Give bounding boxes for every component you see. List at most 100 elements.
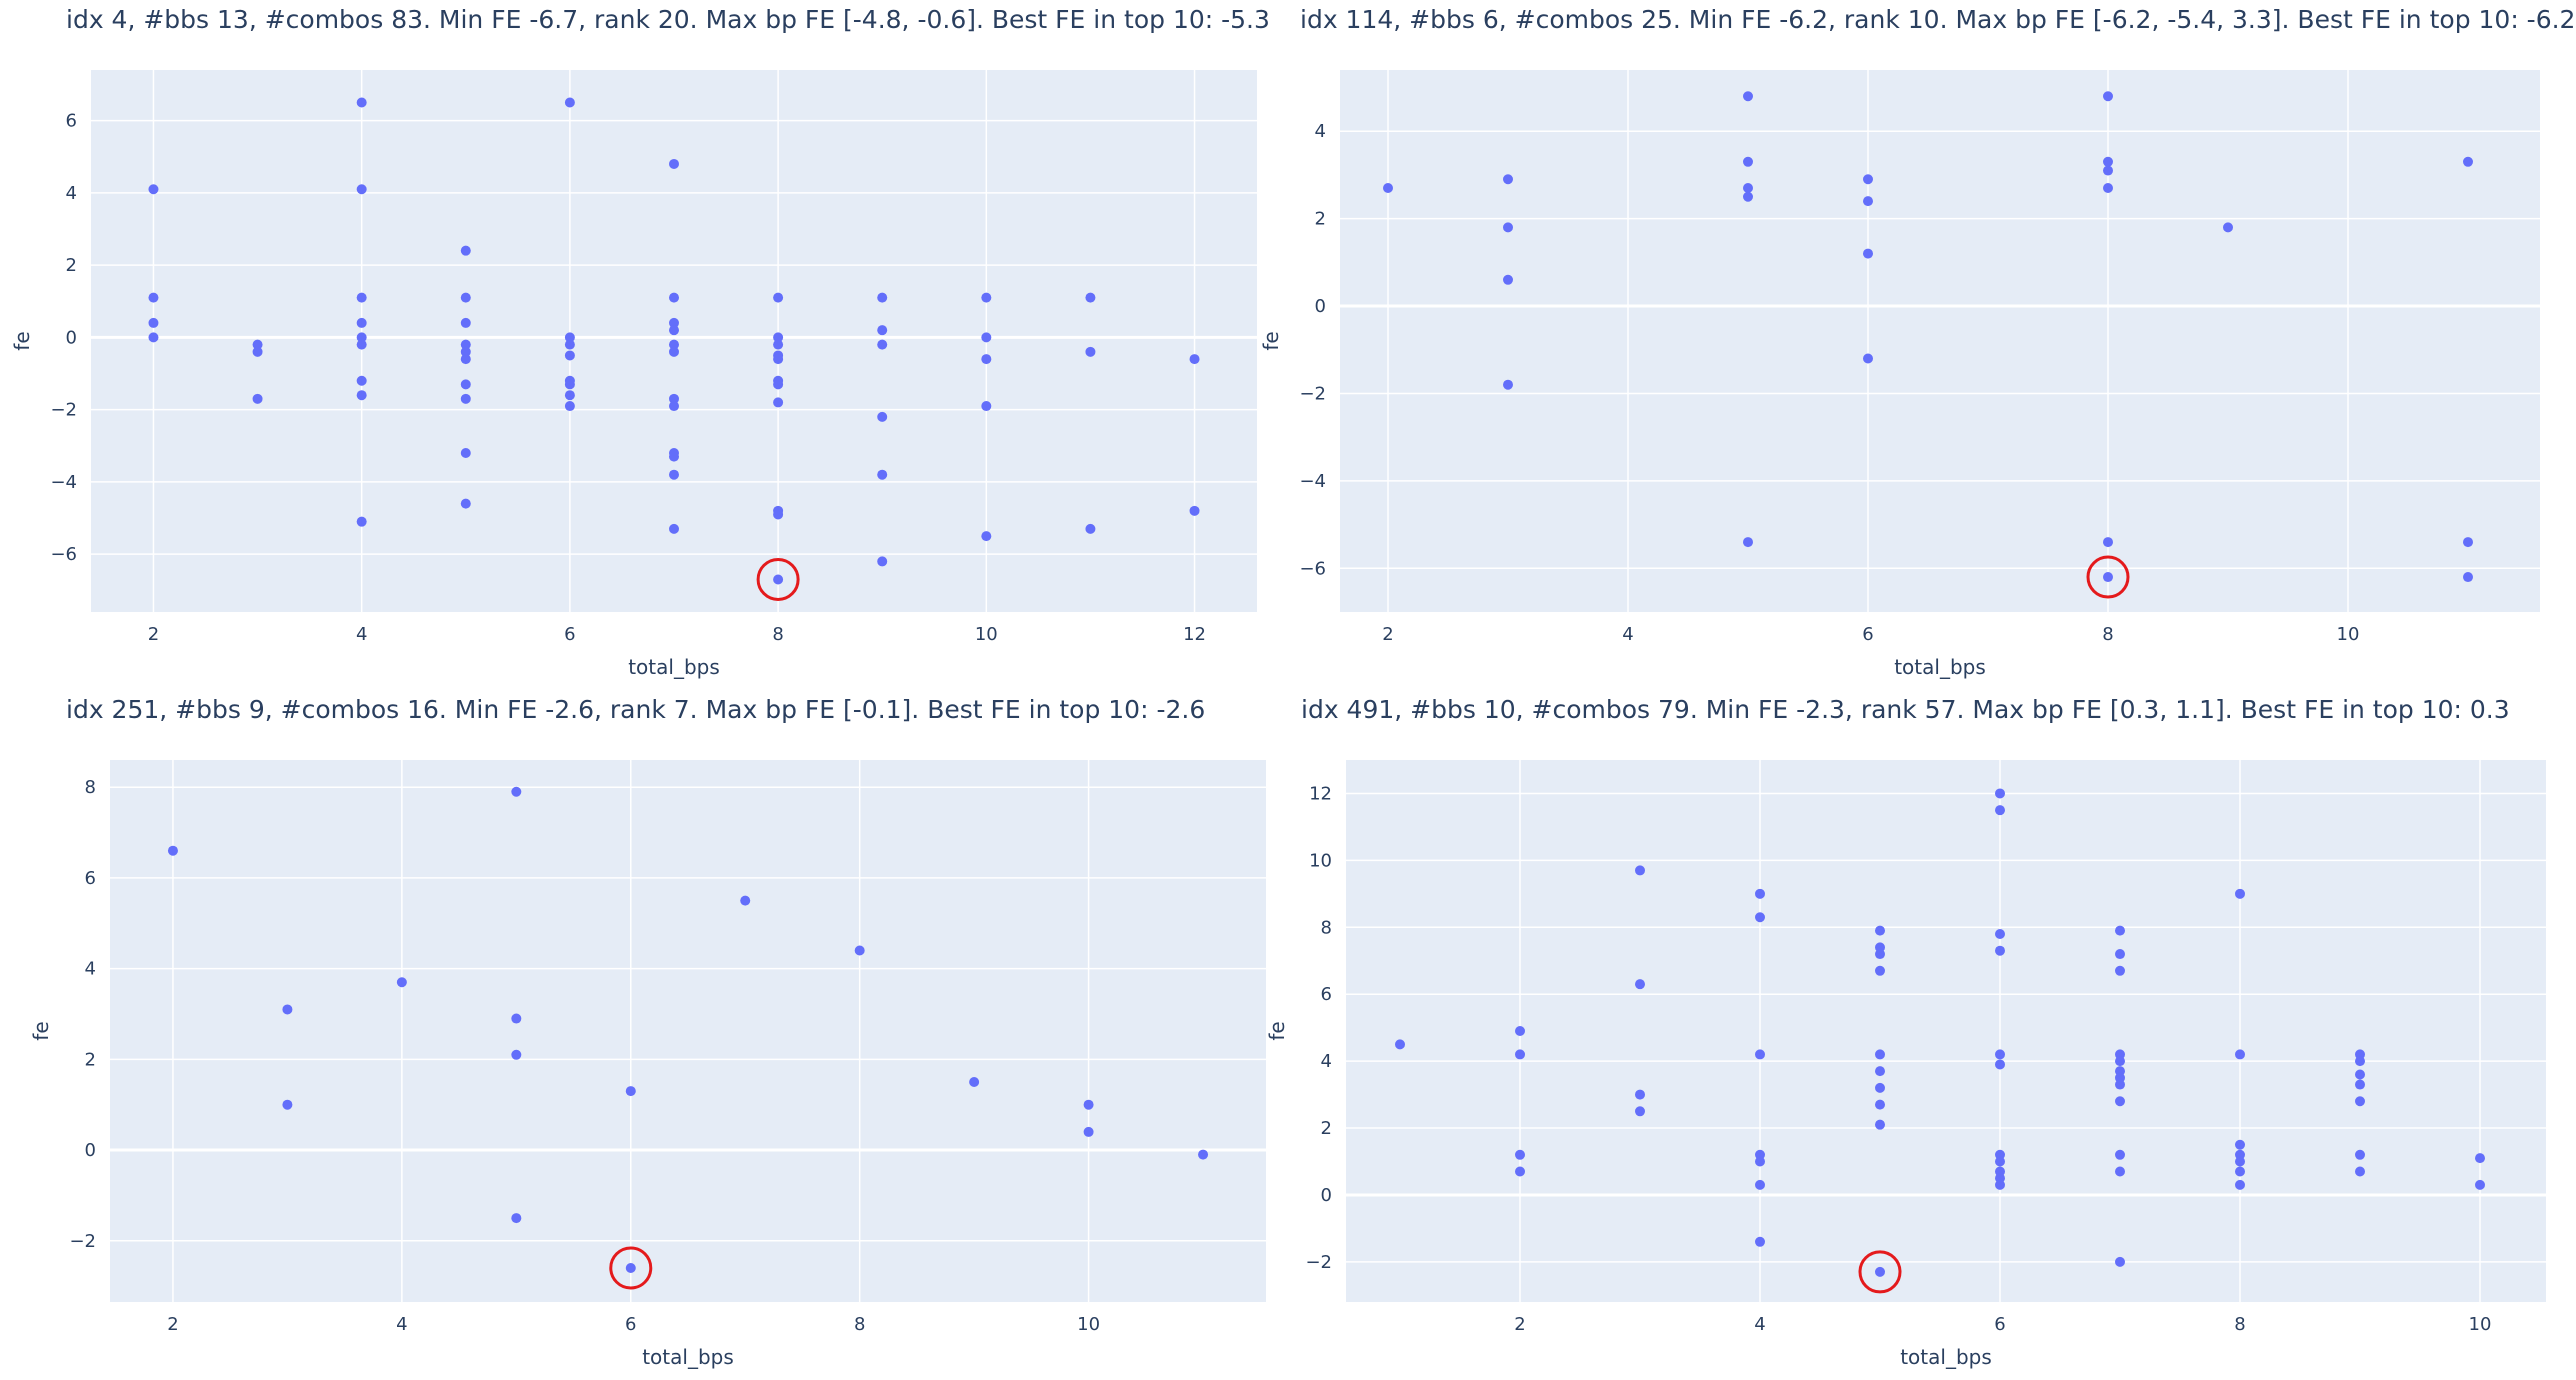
data-point[interactable]: [2115, 925, 2125, 936]
data-point[interactable]: [669, 451, 679, 462]
data-point[interactable]: [1198, 1149, 1209, 1160]
data-point[interactable]: [1515, 1049, 1525, 1060]
data-point[interactable]: [2103, 537, 2113, 548]
data-point[interactable]: [669, 158, 679, 169]
data-point[interactable]: [511, 1013, 522, 1024]
data-point[interactable]: [1995, 1059, 2005, 1070]
data-point[interactable]: [981, 354, 992, 365]
data-point[interactable]: [2223, 222, 2233, 233]
data-point[interactable]: [356, 339, 367, 350]
data-point[interactable]: [669, 317, 679, 328]
data-point[interactable]: [1635, 1089, 1645, 1100]
data-point[interactable]: [460, 379, 471, 390]
data-point[interactable]: [2235, 888, 2245, 899]
data-point[interactable]: [1755, 1156, 1765, 1167]
data-point[interactable]: [396, 977, 407, 988]
data-point[interactable]: [1875, 925, 1885, 936]
data-point[interactable]: [2103, 183, 2113, 194]
data-point[interactable]: [740, 895, 751, 906]
data-point[interactable]: [1743, 156, 1753, 167]
data-point[interactable]: [460, 346, 471, 357]
data-point[interactable]: [2115, 949, 2125, 960]
data-point[interactable]: [773, 574, 784, 585]
data-point[interactable]: [1875, 949, 1885, 960]
data-point[interactable]: [981, 332, 992, 343]
data-point[interactable]: [1875, 1266, 1885, 1277]
data-point[interactable]: [356, 317, 367, 328]
data-point[interactable]: [460, 354, 471, 365]
data-point[interactable]: [773, 509, 784, 520]
data-point[interactable]: [2115, 1256, 2125, 1267]
data-point[interactable]: [460, 245, 471, 256]
data-point[interactable]: [2355, 1056, 2365, 1067]
data-point[interactable]: [1995, 1049, 2005, 1060]
data-point[interactable]: [460, 339, 471, 350]
data-point[interactable]: [2103, 572, 2113, 583]
data-point[interactable]: [669, 523, 679, 534]
data-point[interactable]: [282, 1099, 293, 1110]
data-point[interactable]: [252, 346, 263, 357]
data-point[interactable]: [669, 393, 679, 404]
data-point[interactable]: [511, 1049, 522, 1060]
data-point[interactable]: [1755, 888, 1765, 899]
data-point[interactable]: [1995, 788, 2005, 799]
data-point[interactable]: [669, 346, 679, 357]
data-point[interactable]: [773, 397, 784, 408]
data-point[interactable]: [2103, 156, 2113, 167]
data-point[interactable]: [1995, 945, 2005, 956]
data-point[interactable]: [460, 448, 471, 459]
data-point[interactable]: [252, 393, 263, 404]
data-point[interactable]: [773, 292, 784, 303]
data-point[interactable]: [1503, 379, 1513, 390]
data-point[interactable]: [1189, 354, 1200, 365]
data-point[interactable]: [356, 516, 367, 527]
data-point[interactable]: [877, 556, 888, 567]
data-point[interactable]: [1503, 174, 1513, 185]
data-point[interactable]: [773, 354, 784, 365]
data-point[interactable]: [2235, 1156, 2245, 1167]
data-point[interactable]: [1995, 928, 2005, 939]
data-point[interactable]: [1875, 965, 1885, 976]
data-point[interactable]: [1743, 537, 1753, 548]
data-point[interactable]: [981, 531, 992, 542]
data-point[interactable]: [1635, 1106, 1645, 1117]
data-point[interactable]: [877, 339, 888, 350]
data-point[interactable]: [1755, 1049, 1765, 1060]
data-point[interactable]: [1863, 353, 1873, 364]
data-point[interactable]: [1515, 1026, 1525, 1036]
data-point[interactable]: [460, 292, 471, 303]
data-point[interactable]: [2115, 965, 2125, 976]
data-point[interactable]: [356, 184, 367, 195]
data-point[interactable]: [2463, 572, 2473, 583]
data-point[interactable]: [877, 469, 888, 480]
data-point[interactable]: [1875, 1119, 1885, 1130]
data-point[interactable]: [356, 332, 367, 343]
data-point[interactable]: [148, 332, 159, 343]
data-point[interactable]: [460, 393, 471, 404]
data-point[interactable]: [564, 350, 575, 361]
data-point[interactable]: [1085, 523, 1096, 534]
data-point[interactable]: [1755, 1179, 1765, 1190]
data-point[interactable]: [1875, 1099, 1885, 1110]
data-point[interactable]: [2115, 1149, 2125, 1160]
data-point[interactable]: [2355, 1069, 2365, 1080]
data-point[interactable]: [2463, 156, 2473, 167]
data-point[interactable]: [460, 317, 471, 328]
data-point[interactable]: [1863, 174, 1873, 185]
data-point[interactable]: [969, 1077, 980, 1088]
data-point[interactable]: [2355, 1079, 2365, 1090]
data-point[interactable]: [1743, 91, 1753, 102]
data-point[interactable]: [2235, 1049, 2245, 1060]
data-point[interactable]: [1083, 1099, 1094, 1110]
data-point[interactable]: [669, 401, 679, 412]
data-point[interactable]: [669, 469, 679, 480]
data-point[interactable]: [877, 411, 888, 422]
data-point[interactable]: [2115, 1096, 2125, 1107]
data-point[interactable]: [773, 379, 784, 390]
data-point[interactable]: [2355, 1149, 2365, 1160]
data-point[interactable]: [356, 292, 367, 303]
data-point[interactable]: [1743, 183, 1753, 194]
data-point[interactable]: [564, 401, 575, 412]
data-point[interactable]: [2235, 1179, 2245, 1190]
data-point[interactable]: [669, 339, 679, 350]
